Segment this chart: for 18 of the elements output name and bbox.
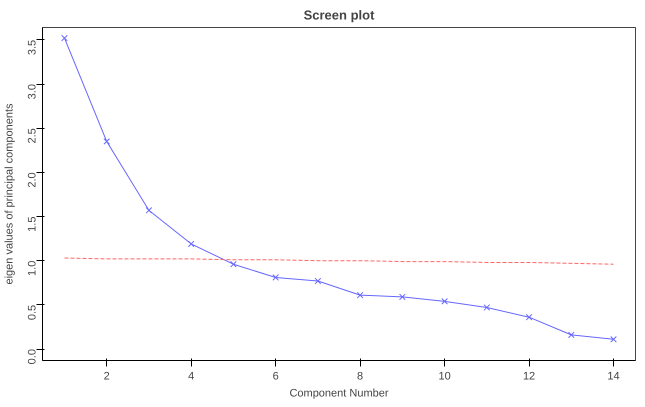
chart-title: Screen plot bbox=[304, 8, 376, 22]
y-tick-label: 1.0 bbox=[26, 260, 38, 276]
y-tick-label: 2.5 bbox=[26, 128, 38, 144]
y-tick-label: 1.5 bbox=[26, 216, 38, 232]
x-tick-label: 4 bbox=[188, 370, 194, 382]
x-tick-label: 8 bbox=[357, 370, 364, 382]
x-tick-label: 10 bbox=[438, 370, 451, 382]
y-tick-label: 0.0 bbox=[26, 349, 38, 364]
y-axis-title: eigen values of principal components bbox=[4, 103, 16, 284]
x-tick-label: 6 bbox=[272, 370, 279, 382]
y-tick-label: 2.0 bbox=[26, 172, 38, 188]
x-tick-label: 2 bbox=[104, 370, 110, 382]
y-tick-label: 3.5 bbox=[26, 40, 38, 56]
x-tick-label: 12 bbox=[522, 370, 536, 382]
x-axis-title: Component Number bbox=[289, 388, 389, 400]
y-tick-label: 3.0 bbox=[26, 84, 38, 100]
x-tick-label: 14 bbox=[607, 370, 620, 382]
y-tick-label: 0.5 bbox=[26, 304, 38, 320]
